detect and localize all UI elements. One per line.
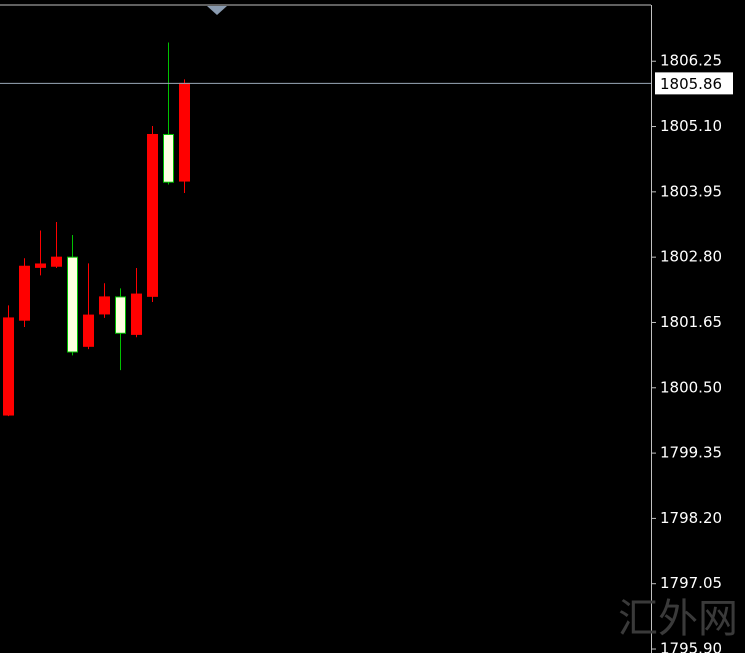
candle-body [115, 296, 126, 334]
y-tick-label: 1802.80 [660, 248, 722, 266]
y-tick-label: 1799.35 [660, 444, 722, 462]
candle-body [99, 296, 110, 315]
y-tick-label: 1795.90 [660, 640, 722, 653]
y-tick-label: 1800.50 [660, 378, 722, 396]
candle-body [163, 133, 174, 183]
y-tick-label: 1801.65 [660, 313, 722, 331]
candle-body [51, 256, 62, 267]
y-tick-label: 1797.05 [660, 574, 722, 592]
y-tick-label: 1803.95 [660, 182, 722, 200]
watermark: 汇外网 [618, 596, 738, 642]
y-tick-label: 1806.25 [660, 52, 722, 70]
shift-marker [207, 6, 227, 15]
current-price-box [655, 72, 733, 95]
candle-body [19, 265, 30, 321]
candle-body [147, 133, 158, 297]
y-tick-label: 1805.10 [660, 117, 722, 135]
candle-body [179, 82, 190, 182]
candle-body [67, 256, 78, 353]
candle-body [35, 263, 46, 268]
current-price-label: 1805.86 [660, 75, 722, 93]
candle-body [131, 293, 142, 335]
candle-body [3, 317, 14, 416]
y-tick-label: 1798.20 [660, 509, 722, 527]
candle-body [83, 314, 94, 347]
